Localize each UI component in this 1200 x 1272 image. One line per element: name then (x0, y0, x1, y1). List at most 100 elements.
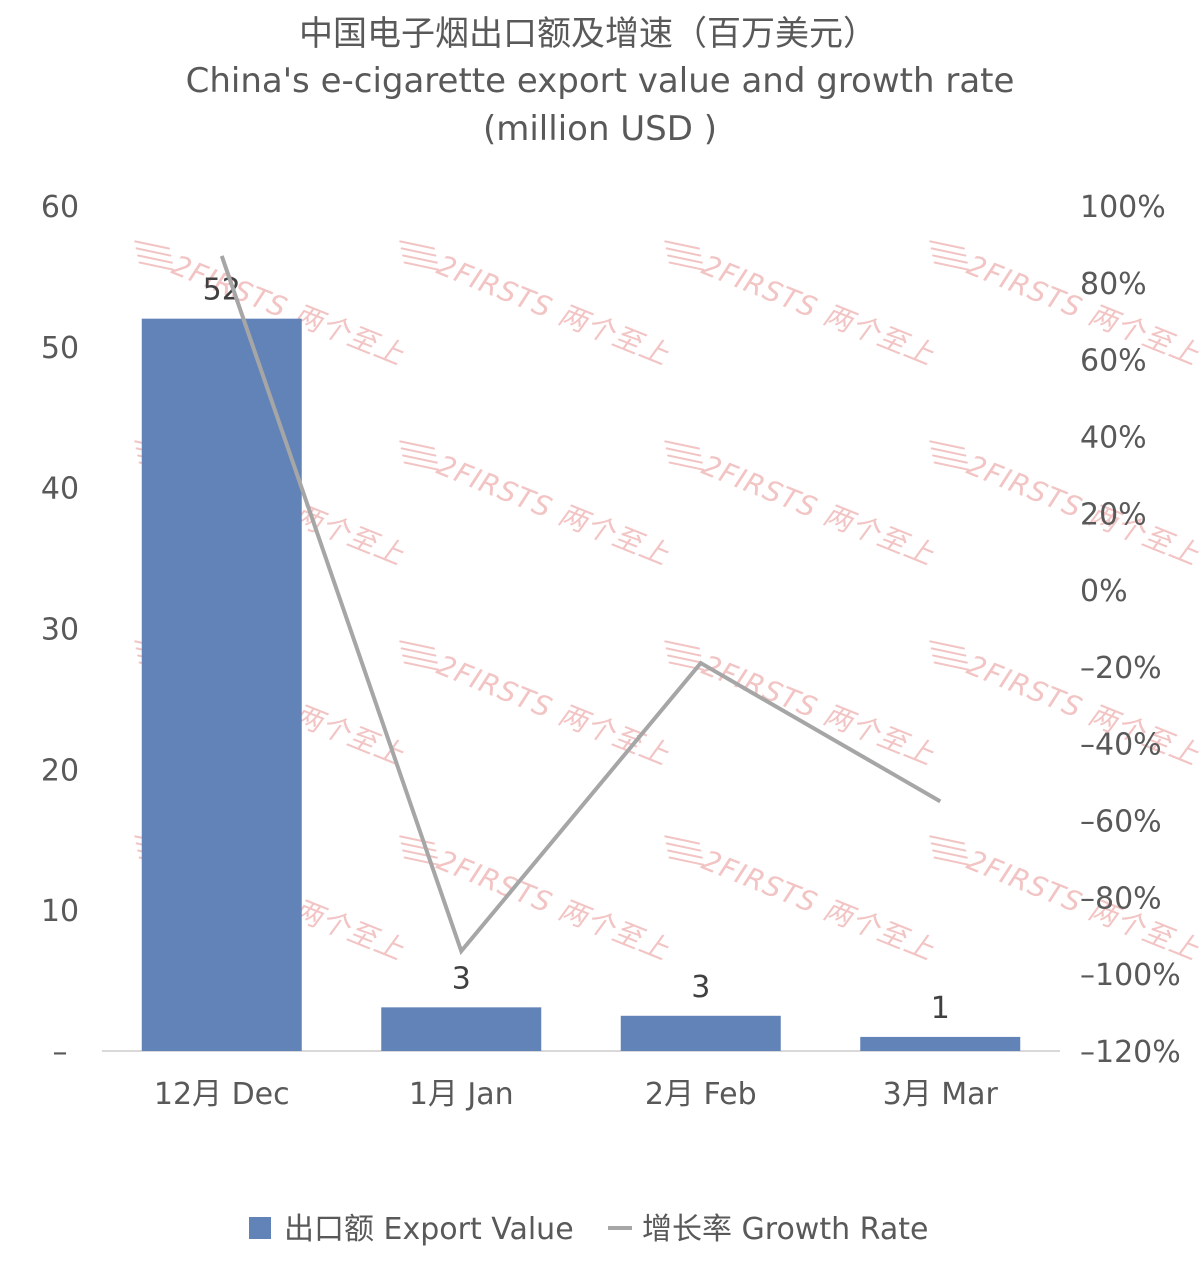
watermark-stroke (667, 254, 703, 264)
watermark: 2FIRSTS 两个至上 (929, 440, 1200, 572)
right-tick-label: 100% (1080, 190, 1166, 225)
right-tick-label: 40% (1080, 420, 1147, 455)
right-tick-label: 80% (1080, 267, 1147, 302)
watermark-logo-icon (664, 440, 705, 471)
legend-label-export-value: 出口额 Export Value (284, 1212, 574, 1247)
watermark-logo-icon (399, 240, 440, 271)
right-tick-label: –20% (1080, 651, 1162, 686)
watermark-stroke (400, 447, 437, 457)
legend-label-growth-rate: 增长率 Growth Rate (642, 1212, 928, 1247)
x-tick-label: 2月 Feb (645, 1077, 757, 1112)
watermark-stroke (664, 640, 700, 650)
right-tick-label: 60% (1080, 344, 1147, 379)
watermark-stroke (665, 842, 702, 852)
bar-data-label: 3 (452, 961, 471, 996)
bar-data-label: 1 (931, 991, 950, 1026)
watermark-logo-icon (399, 640, 440, 671)
watermark-stroke (399, 440, 435, 450)
watermark-stroke (930, 447, 967, 457)
left-tick-label: 40 (41, 472, 79, 507)
watermark-stroke (665, 647, 702, 657)
watermark-stroke (929, 440, 965, 450)
growth-rate-line (219, 255, 942, 956)
watermark-stroke (932, 849, 968, 859)
x-axis-ticks: 12月 Dec 1月 Jan 2月 Feb 3月 Mar (154, 1077, 999, 1112)
watermark-stroke (138, 261, 175, 271)
watermark-stroke (933, 661, 970, 671)
bar-series (141, 318, 1021, 1052)
chart-subtitle-line1: China's e-cigarette export value and gro… (186, 61, 1015, 101)
watermark-logo-icon (134, 240, 175, 271)
bar (141, 318, 302, 1052)
watermark-stroke (929, 835, 965, 845)
right-tick-label: –120% (1080, 1035, 1181, 1070)
watermark-stroke (403, 461, 440, 471)
left-tick-label: 30 (41, 613, 79, 648)
watermark-stroke (667, 454, 703, 464)
watermark-stroke (399, 240, 435, 250)
watermark: 2FIRSTS 两个至上 (664, 835, 939, 967)
watermark: 2FIRSTS 两个至上 (664, 640, 939, 772)
watermark: 2FIRSTS 两个至上 (399, 440, 674, 572)
watermark-text: 2FIRSTS 两个至上 (697, 649, 939, 772)
watermark-stroke (402, 254, 438, 264)
watermark-stroke (664, 835, 700, 845)
legend: 出口额 Export Value 增长率 Growth Rate (249, 1212, 928, 1247)
right-tick-label: –80% (1080, 881, 1162, 916)
x-tick-label: 12月 Dec (154, 1077, 290, 1112)
bar-data-label: 3 (691, 970, 710, 1005)
right-tick-label: 20% (1080, 497, 1147, 532)
watermark-text: 2FIRSTS 两个至上 (697, 449, 939, 572)
right-tick-label: –100% (1080, 958, 1181, 993)
watermark-logo-icon (664, 240, 705, 271)
left-axis-ticks: – 10 20 30 40 50 60 (41, 190, 79, 1070)
left-tick-label: – (53, 1035, 68, 1070)
watermark: 2FIRSTS 两个至上 (664, 240, 939, 372)
watermark-stroke (400, 647, 437, 657)
watermark-stroke (930, 842, 967, 852)
watermark-stroke (399, 835, 435, 845)
bar (381, 1007, 542, 1051)
x-tick-label: 3月 Mar (883, 1077, 999, 1112)
watermark-logo-icon (664, 835, 705, 866)
watermark-stroke (135, 247, 172, 257)
watermark-logo-icon (929, 240, 970, 271)
right-tick-label: 0% (1080, 574, 1128, 609)
left-tick-label: 60 (41, 190, 79, 225)
watermark-stroke (929, 240, 965, 250)
watermark-stroke (930, 247, 967, 257)
watermark-stroke (402, 654, 438, 664)
line-series (219, 255, 942, 956)
watermark-stroke (134, 240, 170, 250)
watermark-stroke (664, 240, 700, 250)
watermark-text: 2FIRSTS 两个至上 (432, 649, 674, 772)
watermark-stroke (932, 454, 968, 464)
right-tick-label: –40% (1080, 728, 1162, 763)
watermark-text: 2FIRSTS 两个至上 (432, 449, 674, 572)
watermark-stroke (403, 261, 440, 271)
watermark-stroke (932, 654, 968, 664)
watermark-text: 2FIRSTS 两个至上 (697, 249, 939, 372)
watermark-stroke (932, 254, 968, 264)
watermark-stroke (930, 647, 967, 657)
watermark-stroke (137, 254, 173, 264)
right-axis-ticks: 100% 80% 60% 40% 20% 0% –20% –40% –60% –80% –100% –… (1080, 190, 1181, 1070)
left-tick-label: 20 (41, 753, 79, 788)
watermark-stroke (664, 440, 700, 450)
chart-subtitle-line2: (million USD ) (483, 109, 717, 149)
watermark-stroke (665, 447, 702, 457)
legend-swatch-export-value (249, 1217, 271, 1239)
watermark-stroke (402, 849, 438, 859)
watermark-stroke (667, 849, 703, 859)
bar (620, 1015, 781, 1051)
watermark-logo-icon (929, 835, 970, 866)
watermark-stroke (402, 454, 438, 464)
watermark-text: 2FIRSTS 两个至上 (432, 844, 674, 967)
watermark-stroke (400, 247, 437, 257)
watermark: 2FIRSTS 两个至上 (664, 440, 939, 572)
watermark-stroke (399, 640, 435, 650)
watermark-stroke (668, 461, 705, 471)
watermark-stroke (929, 640, 965, 650)
watermark-stroke (933, 461, 970, 471)
